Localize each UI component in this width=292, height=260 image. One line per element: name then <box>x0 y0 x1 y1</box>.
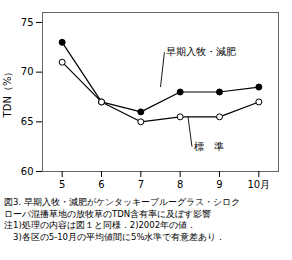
html-text:図3. 早期入牧・減肥がケンタッキーブルーグラス・シロク: 図3. 早期入牧・減肥がケンタッキーブルーグラス・シロク <box>4 197 240 207</box>
html-text:注1)処理の内容は図１と同様．2)2002年の値．: 注1)処理の内容は図１と同様．2)2002年の値． <box>4 220 197 230</box>
html-text:3)各区の5-10月の平均値間に5%水準で有意差あり．: 3)各区の5-10月の平均値間に5%水準で有意差あり． <box>4 231 226 242</box>
svg-text:65: 65 <box>21 116 34 127</box>
svg-text:5: 5 <box>59 179 65 190</box>
svg-text:75: 75 <box>21 17 34 28</box>
svg-text:早期入牧・減肥: 早期入牧・減肥 <box>166 46 236 57</box>
svg-text:6: 6 <box>98 179 104 190</box>
svg-text:10月: 10月 <box>247 179 270 190</box>
html-text:ローバ混播草地の放牧草のTDN含有率に及ぼす影響: ローバ混播草地の放牧草のTDN含有率に及ぼす影響 <box>4 208 212 219</box>
svg-text:9: 9 <box>216 179 222 190</box>
svg-text:60: 60 <box>21 166 34 177</box>
svg-text:8: 8 <box>177 179 183 190</box>
svg-text:標 準: 標 準 <box>194 141 224 152</box>
svg-text:7: 7 <box>138 179 144 190</box>
svg-text:70: 70 <box>21 66 34 77</box>
svg-text:TDN（%）: TDN（%） <box>2 67 13 119</box>
